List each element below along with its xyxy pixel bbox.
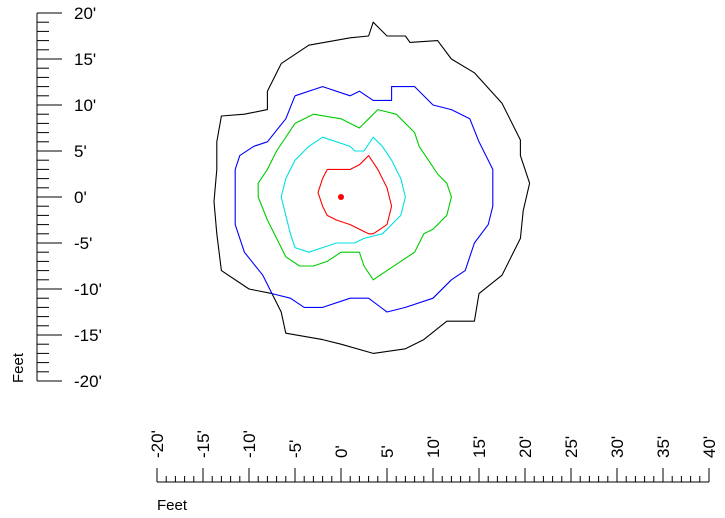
y-tick-label: 20' (74, 4, 96, 23)
center-group (338, 194, 344, 200)
y-axis: 20' 15' 10' 5' 0' -5' -10' -15' -20' (36, 4, 102, 391)
x-tick-label: 0' (332, 445, 351, 458)
contour-line-5 (317, 155, 393, 235)
contour-lines (213, 21, 531, 354)
x-tick-label: 40' (700, 436, 719, 458)
x-tick-label: -20' (148, 430, 167, 458)
y-tick-label: -10' (74, 280, 102, 299)
x-tick-label: 20' (516, 436, 535, 458)
x-tick-label: 35' (654, 436, 673, 458)
x-tick-label: 5' (378, 445, 397, 458)
x-tick-label: 30' (608, 436, 627, 458)
y-tick-label: -15' (74, 326, 102, 345)
x-tick-label: -10' (240, 430, 259, 458)
x-axis-label: Feet (157, 497, 188, 514)
y-tick-label: 10' (74, 96, 96, 115)
x-tick-label: -5' (286, 440, 305, 458)
y-tick-label: 15' (74, 50, 96, 69)
contour-line-4 (280, 136, 406, 253)
y-axis-label: Feet (10, 352, 27, 383)
contour-line-2 (234, 86, 494, 313)
x-tick-label: 15' (470, 436, 489, 458)
y-tick-label: -5' (74, 234, 92, 253)
contour-line-3 (257, 109, 452, 281)
y-tick-label: 5' (74, 142, 87, 161)
x-tick-label: 10' (424, 436, 443, 458)
center-point (338, 194, 344, 200)
x-tick-label: -15' (194, 430, 213, 458)
contour-line-1 (213, 21, 531, 354)
y-tick-label: -20' (74, 372, 102, 391)
x-axis: -20' -15' -10' -5' 0' 5' 10' 15' 20' 25' 30' 35' 40' (148, 430, 719, 483)
x-tick-label: 25' (562, 436, 581, 458)
y-tick-label: 0' (74, 188, 87, 207)
